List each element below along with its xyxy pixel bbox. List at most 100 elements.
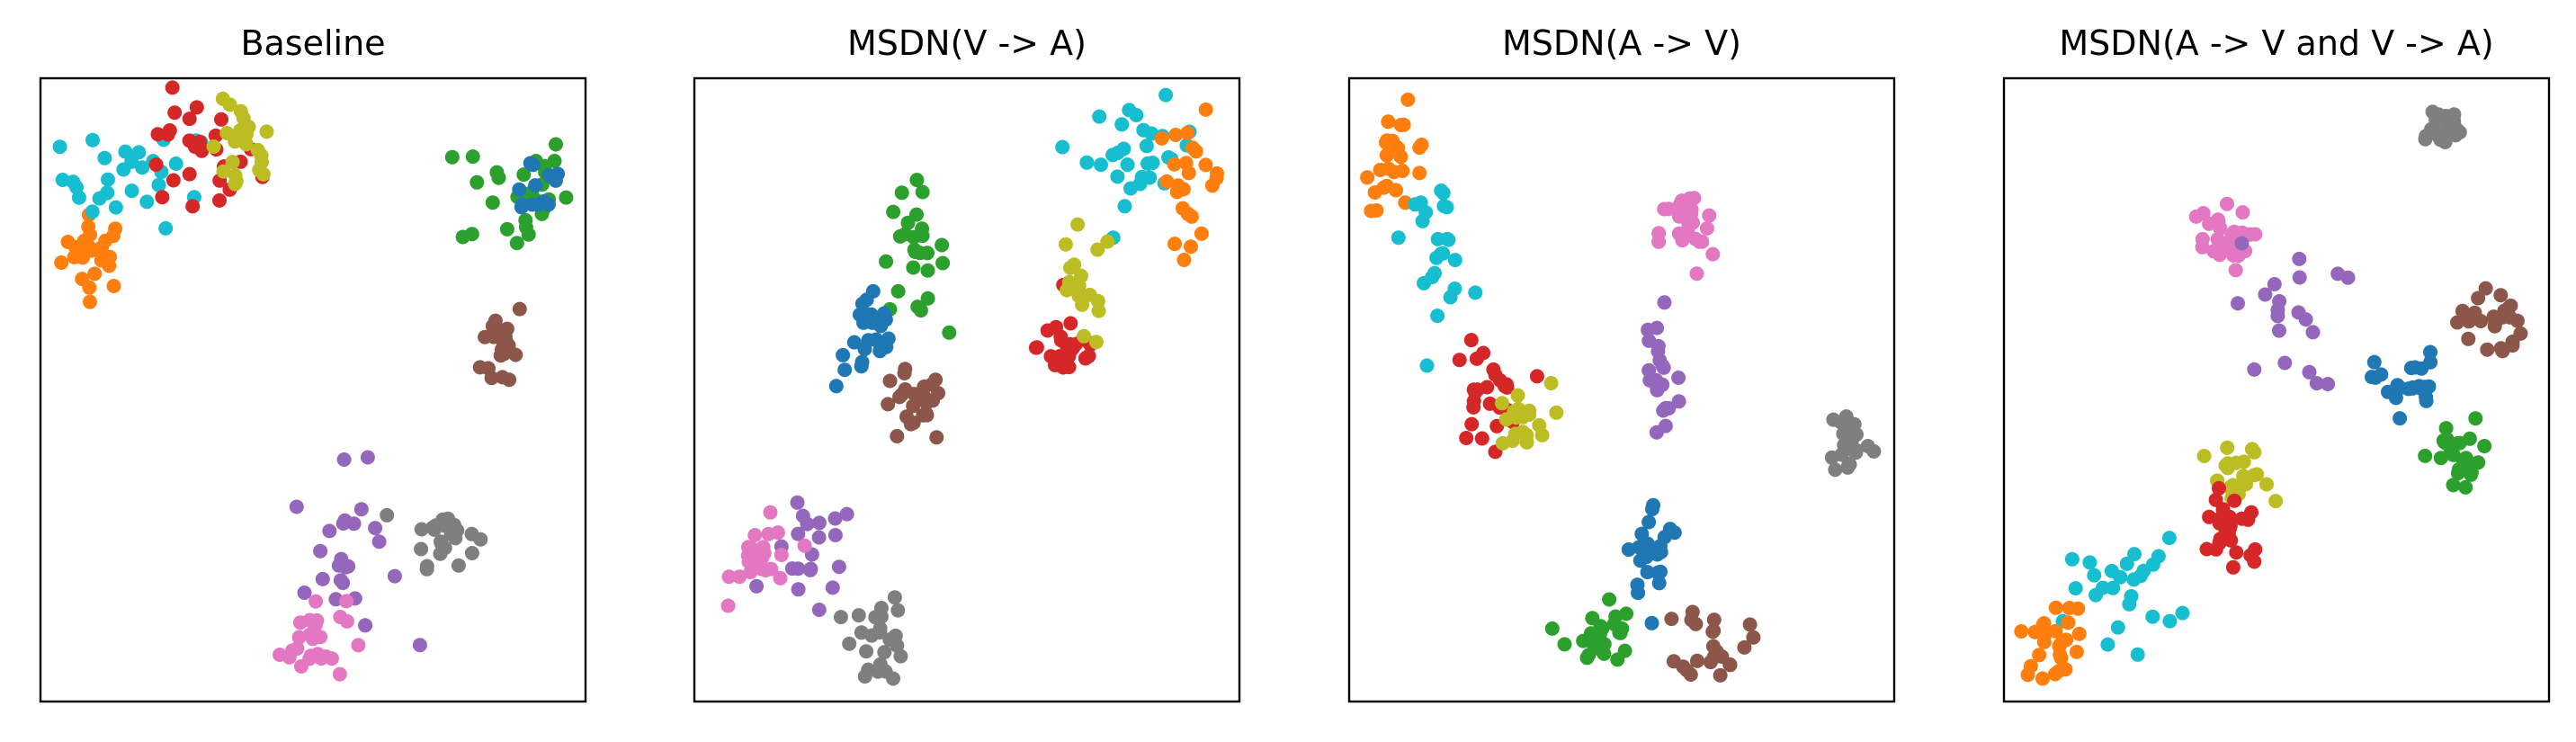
scatter-point bbox=[2408, 360, 2422, 375]
scatter-point bbox=[1167, 237, 1182, 252]
scatter-point bbox=[1464, 416, 1480, 432]
scatter-point bbox=[135, 160, 150, 175]
scatter-point bbox=[828, 379, 844, 394]
scatter-point bbox=[293, 658, 309, 674]
scatter-point bbox=[894, 185, 909, 201]
scatter-point bbox=[909, 173, 925, 188]
scatter-point bbox=[2450, 315, 2464, 330]
scatter-point bbox=[52, 139, 67, 155]
scatter-point bbox=[1658, 418, 1673, 434]
scatter-point bbox=[2175, 605, 2190, 621]
scatter-point bbox=[380, 507, 395, 523]
scatter-point bbox=[1510, 388, 1525, 403]
scatter-point bbox=[1379, 148, 1394, 163]
scatter-point bbox=[2082, 555, 2097, 570]
scatter-point bbox=[1474, 431, 1489, 446]
scatter-point bbox=[2393, 411, 2408, 426]
scatter-point bbox=[1167, 156, 1182, 172]
scatter-point bbox=[1058, 237, 1073, 252]
scatter-point bbox=[2302, 364, 2317, 380]
scatter-point bbox=[854, 296, 870, 311]
scatter-point bbox=[1480, 380, 1495, 395]
scatter-point bbox=[881, 397, 896, 412]
scatter-point bbox=[1655, 358, 1670, 373]
scatter-point bbox=[2048, 623, 2063, 639]
scatter-point bbox=[208, 128, 223, 143]
scatter-point bbox=[341, 559, 356, 574]
scatter-point bbox=[559, 190, 574, 205]
scatter-point bbox=[2213, 532, 2228, 547]
scatter-point bbox=[2321, 377, 2336, 391]
scatter-point bbox=[2292, 251, 2307, 266]
scatter-point bbox=[837, 362, 853, 378]
scatter-point bbox=[763, 505, 778, 520]
scatter-point bbox=[1452, 353, 1467, 368]
scatter-point bbox=[2467, 305, 2482, 320]
scatter-point bbox=[1061, 360, 1077, 375]
scatter-point bbox=[2122, 596, 2137, 612]
scatter-point bbox=[2309, 376, 2324, 391]
scatter-point bbox=[168, 156, 183, 171]
scatter-point bbox=[1557, 637, 1572, 652]
scatter-point bbox=[1488, 367, 1503, 382]
scatter-point bbox=[2455, 303, 2470, 318]
scatter-point bbox=[2277, 355, 2293, 371]
scatter-point bbox=[1641, 333, 1657, 348]
scatter-point bbox=[1360, 170, 1375, 185]
scatter-point bbox=[1117, 199, 1132, 214]
scatter-point bbox=[2071, 626, 2087, 641]
scatter-point bbox=[1417, 275, 1431, 291]
scatter-point bbox=[2247, 554, 2262, 569]
scatter-point bbox=[1158, 87, 1174, 103]
scatter-point bbox=[1110, 169, 1125, 184]
scatter-point bbox=[1657, 201, 1672, 217]
scatter-point bbox=[2059, 632, 2074, 648]
scatter-point bbox=[915, 184, 930, 200]
scatter-point bbox=[1185, 140, 1200, 156]
scatter-point bbox=[1381, 161, 1396, 176]
scatter-point bbox=[54, 255, 69, 270]
scatter-point bbox=[1436, 185, 1451, 201]
scatter-point bbox=[1516, 409, 1531, 425]
scatter-point bbox=[1683, 667, 1698, 682]
scatter-point bbox=[1088, 335, 1104, 350]
scatter-point bbox=[1713, 667, 1728, 683]
scatter-point bbox=[846, 335, 862, 350]
scatter-point bbox=[2221, 521, 2235, 535]
scatter-point bbox=[1210, 165, 1224, 181]
scatter-point bbox=[1094, 157, 1108, 173]
scatter-point bbox=[2162, 613, 2178, 629]
scatter-point bbox=[1631, 586, 1646, 601]
scatter-point bbox=[1176, 253, 1192, 267]
scatter-point bbox=[2419, 393, 2434, 408]
scatter-point bbox=[2212, 480, 2226, 496]
scatter-point bbox=[2247, 444, 2262, 460]
scatter-point bbox=[784, 561, 800, 577]
scatter-point bbox=[913, 303, 928, 318]
scatter-point bbox=[2393, 380, 2408, 396]
scatter-point bbox=[2258, 287, 2273, 302]
scatter-point bbox=[182, 112, 197, 127]
scatter-point bbox=[907, 242, 922, 257]
scatter-point bbox=[756, 540, 771, 555]
scatter-point bbox=[2236, 454, 2251, 469]
scatter-point bbox=[353, 502, 369, 517]
scatter-point bbox=[720, 598, 736, 613]
scatter-point bbox=[1657, 530, 1672, 545]
scatter-point bbox=[155, 190, 170, 205]
scatter-point bbox=[444, 149, 460, 165]
scatter-point bbox=[839, 506, 854, 522]
scatter-point bbox=[472, 360, 487, 375]
scatter-point bbox=[236, 111, 251, 126]
scatter-point bbox=[1532, 417, 1547, 433]
scatter-point bbox=[935, 255, 951, 271]
scatter-point bbox=[282, 649, 297, 665]
scatter-point bbox=[2340, 270, 2356, 285]
scatter-point bbox=[309, 594, 324, 609]
scatter-point bbox=[2438, 421, 2454, 436]
scatter-point bbox=[1140, 156, 1155, 171]
scatter-point bbox=[892, 389, 908, 405]
scatter-point bbox=[1690, 653, 1704, 668]
scatter-point bbox=[873, 318, 889, 334]
scatter-point bbox=[351, 638, 366, 653]
